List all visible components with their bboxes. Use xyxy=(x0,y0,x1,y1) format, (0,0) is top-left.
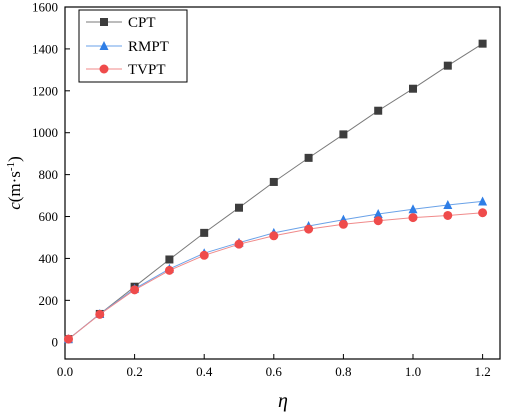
y-tick-label: 400 xyxy=(39,251,59,266)
y-tick-label: 200 xyxy=(39,293,59,308)
x-tick-label: 0.2 xyxy=(126,364,142,379)
point-tvpt xyxy=(338,219,348,229)
legend: CPT RMPT TVPT xyxy=(78,9,188,83)
x-axis-ticks: 0.0 0.2 0.4 0.6 0.8 1.0 1.2 xyxy=(57,354,491,379)
point-tvpt xyxy=(408,213,418,223)
x-axis-label: η xyxy=(278,390,288,412)
x-tick-label: 1.2 xyxy=(474,364,490,379)
y-axis-label-exponent: -1 xyxy=(5,162,17,171)
y-tick-label: 1200 xyxy=(32,83,58,98)
y-tick-label: 1000 xyxy=(32,125,58,140)
point-cpt xyxy=(409,84,417,93)
point-cpt xyxy=(200,228,209,237)
y-axis-label-close: ) xyxy=(5,156,24,162)
legend-marker-tvpt xyxy=(99,64,109,74)
y-tick-label: 600 xyxy=(39,209,59,224)
y-axis-ticks: 0 200 400 600 800 1000 1200 1400 1600 xyxy=(32,0,70,350)
point-rmpt xyxy=(443,200,453,209)
point-rmpt xyxy=(373,209,383,219)
point-cpt xyxy=(443,61,452,70)
point-cpt xyxy=(235,203,243,212)
y-tick-label: 1400 xyxy=(32,41,58,56)
legend-label-cpt: CPT xyxy=(128,15,156,31)
point-cpt xyxy=(304,153,313,162)
point-tvpt xyxy=(130,285,140,295)
y-tick-label: 1600 xyxy=(32,0,58,15)
y-tick-label: 800 xyxy=(39,167,59,182)
legend-marker-cpt xyxy=(100,18,108,26)
series-layer xyxy=(63,39,488,344)
plot-frame xyxy=(64,6,501,360)
point-tvpt xyxy=(63,334,73,344)
point-tvpt xyxy=(269,231,279,241)
legend-label-tvpt: TVPT xyxy=(128,62,166,78)
point-tvpt xyxy=(443,210,453,220)
point-cpt xyxy=(374,106,383,115)
x-tick-label: 0.0 xyxy=(57,364,73,379)
point-tvpt xyxy=(95,309,105,319)
y-axis-label-unit: (m·s xyxy=(5,171,24,202)
x-tick-label: 0.4 xyxy=(196,364,213,379)
point-tvpt xyxy=(199,250,209,260)
svg-text:c(m·s-1): c(m·s-1) xyxy=(5,156,24,210)
point-cpt xyxy=(269,177,278,186)
point-tvpt xyxy=(234,239,244,249)
point-cpt xyxy=(478,39,487,48)
point-cpt xyxy=(165,255,174,264)
series-line-rmpt xyxy=(68,200,483,340)
series-line-cpt xyxy=(68,43,483,340)
x-tick-label: 0.8 xyxy=(335,364,351,379)
y-axis-label: c(m·s-1) xyxy=(5,156,24,210)
point-cpt xyxy=(339,130,348,139)
x-tick-label: 1.0 xyxy=(405,364,421,379)
point-rmpt xyxy=(478,196,488,206)
point-tvpt xyxy=(478,208,488,218)
point-tvpt xyxy=(304,224,314,234)
point-rmpt xyxy=(408,204,418,214)
legend-marker-rmpt xyxy=(99,41,109,50)
point-tvpt xyxy=(373,216,383,226)
y-tick-label: 0 xyxy=(52,335,59,350)
point-tvpt xyxy=(164,265,174,275)
legend-label-rmpt: RMPT xyxy=(128,39,169,55)
x-tick-label: 0.6 xyxy=(266,364,283,379)
y-axis-label-symbol: c xyxy=(5,202,24,210)
